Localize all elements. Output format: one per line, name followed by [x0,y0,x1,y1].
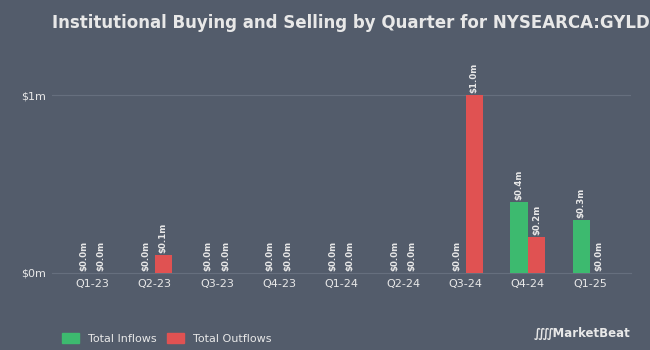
Text: $0.0m: $0.0m [283,241,292,271]
Text: $0.0m: $0.0m [452,241,462,271]
Text: $0.0m: $0.0m [97,241,106,271]
Bar [573,220,590,273]
Text: ⨌MarketBeat: ⨌MarketBeat [534,327,630,340]
Text: $0.4m: $0.4m [515,169,524,200]
Bar [528,237,545,273]
Text: $0.0m: $0.0m [345,241,354,271]
Text: $0.0m: $0.0m [221,241,230,271]
Text: $0.2m: $0.2m [532,205,541,235]
Text: $0.0m: $0.0m [390,241,399,271]
Text: $1.0m: $1.0m [470,63,479,93]
Text: $0.3m: $0.3m [577,187,586,218]
Text: $0.0m: $0.0m [408,241,417,271]
Text: $0.0m: $0.0m [594,241,603,271]
Bar [465,95,483,273]
Bar [510,202,528,273]
Text: $0.0m: $0.0m [266,241,275,271]
Text: Institutional Buying and Selling by Quarter for NYSEARCA:GYLD: Institutional Buying and Selling by Quar… [52,14,650,32]
Text: $0.0m: $0.0m [79,241,88,271]
Legend: Total Inflows, Total Outflows: Total Inflows, Total Outflows [58,329,276,348]
Text: $0.0m: $0.0m [328,241,337,271]
Text: $0.0m: $0.0m [142,241,150,271]
Text: $0.1m: $0.1m [159,223,168,253]
Text: $0.0m: $0.0m [203,241,213,271]
Bar [155,255,172,273]
